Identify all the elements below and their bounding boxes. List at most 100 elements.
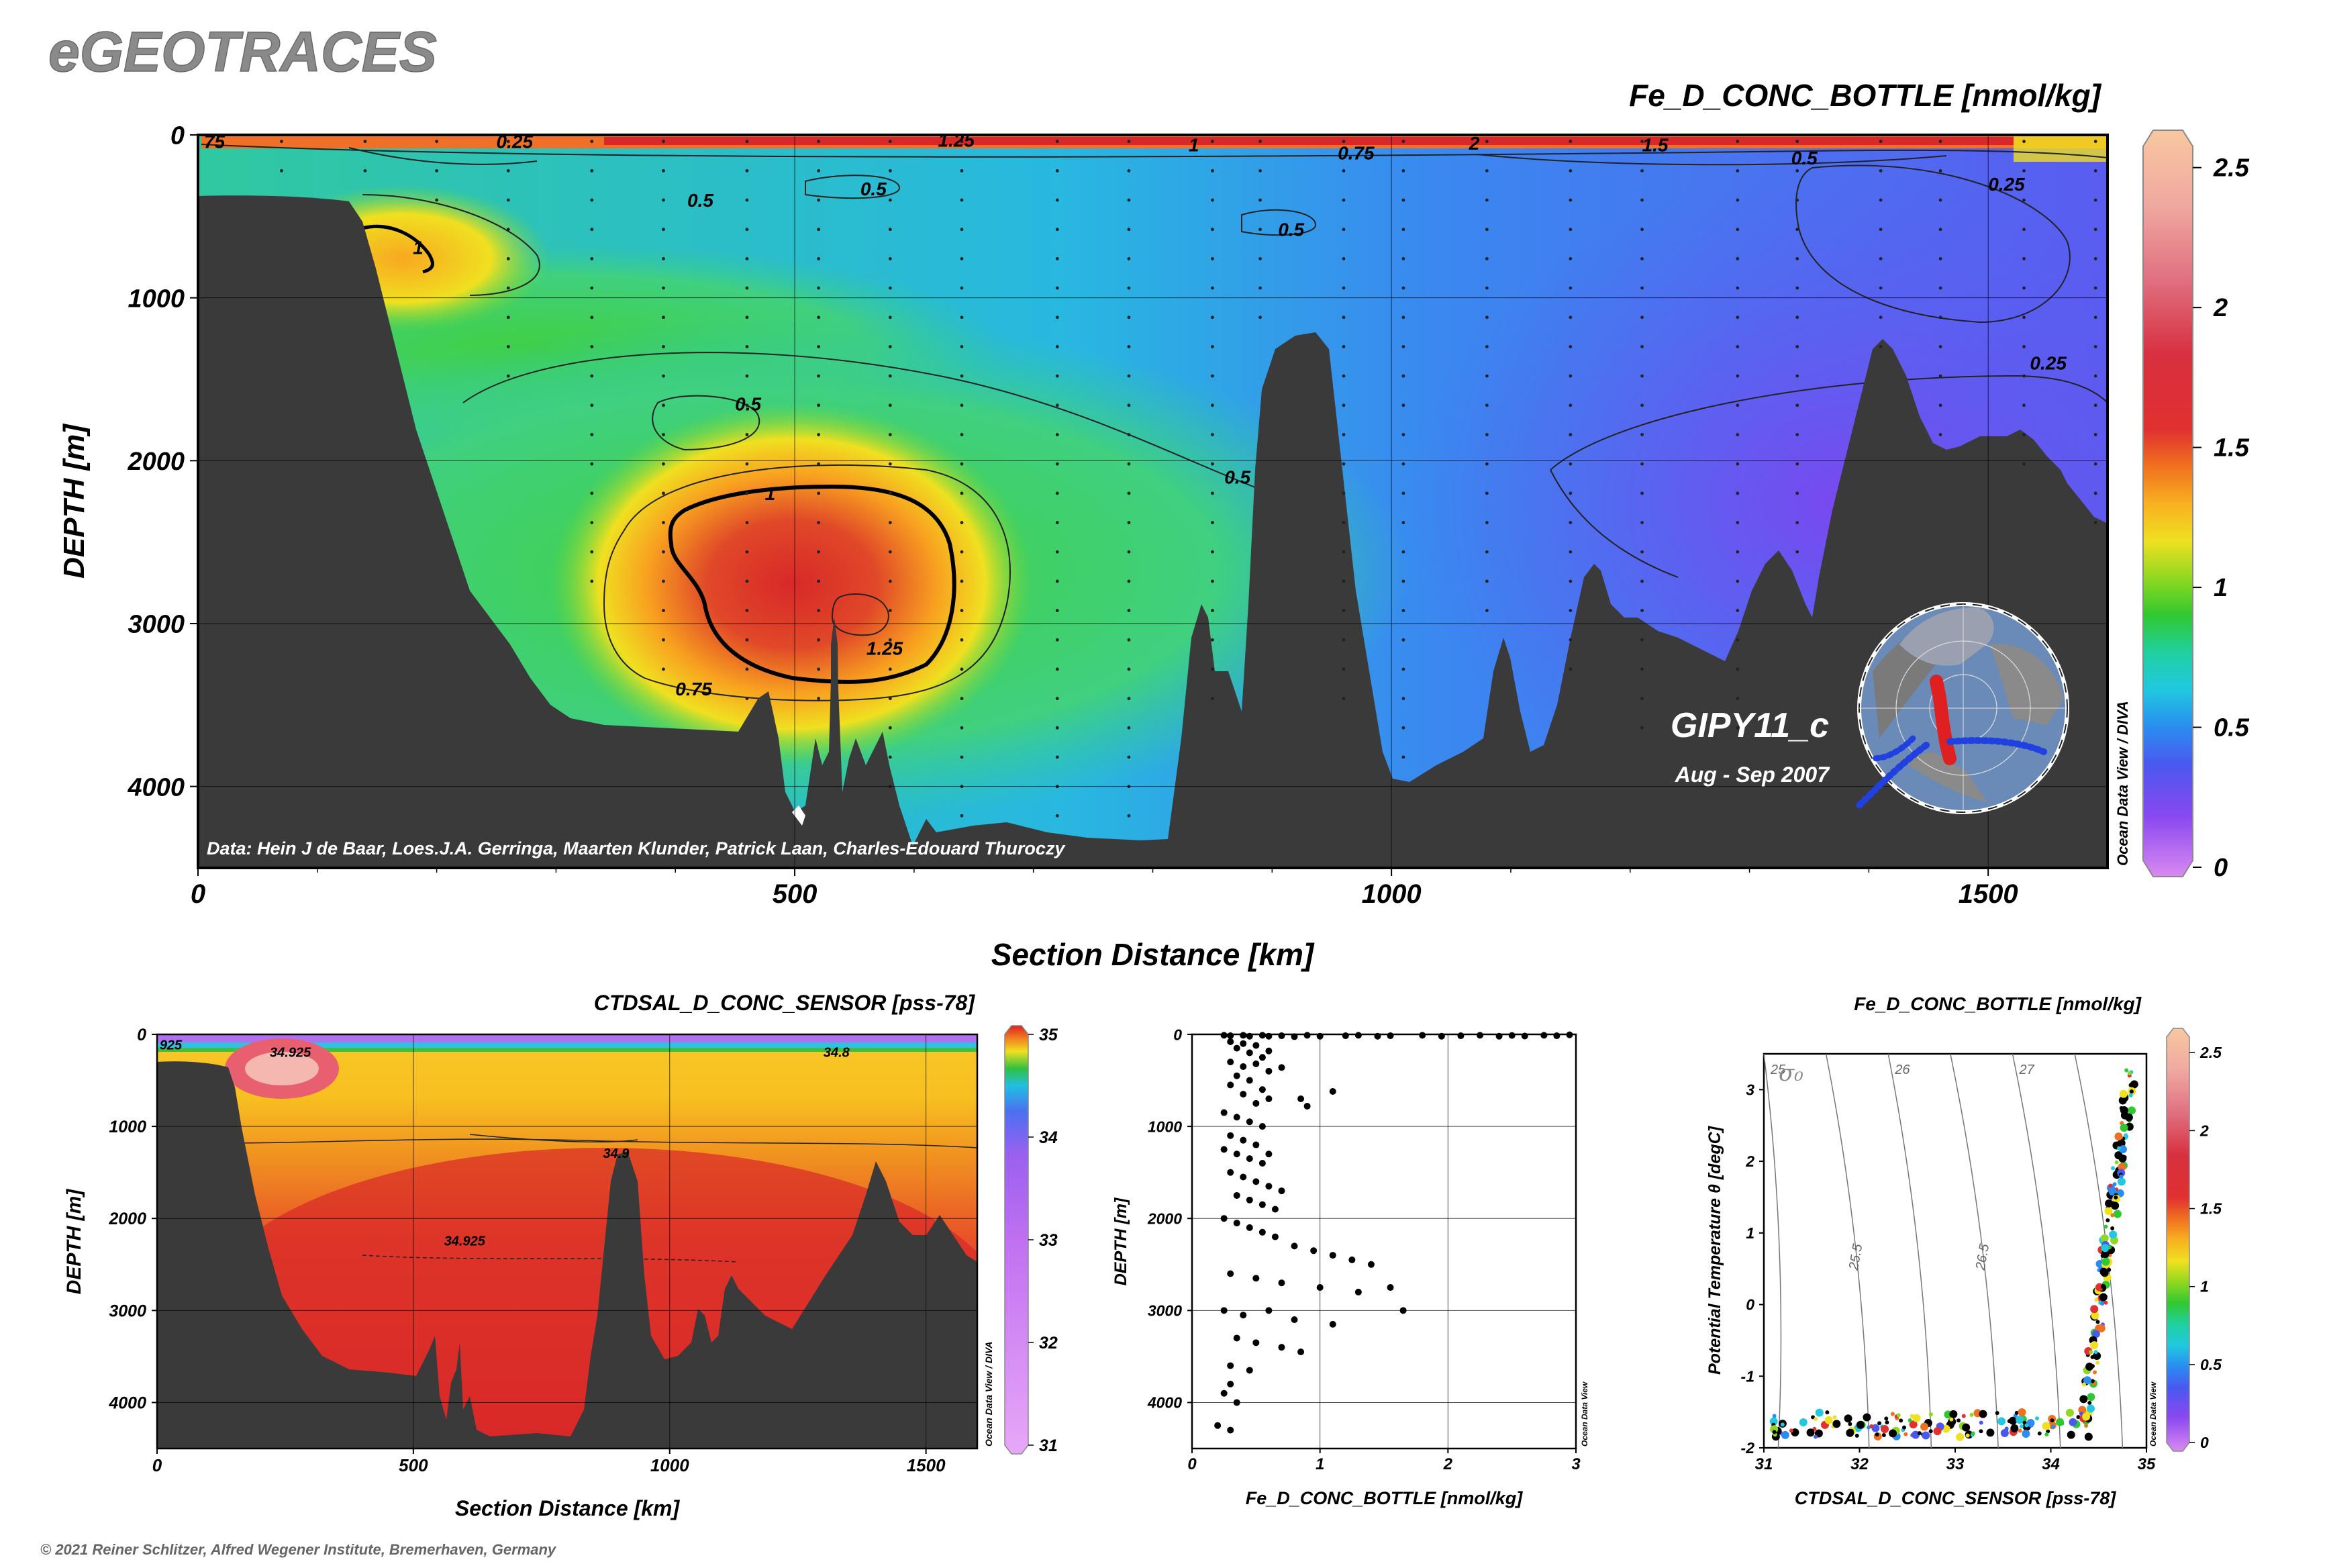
main-ylabel: DEPTH [m] [58,424,91,579]
profile-point [1258,1086,1266,1093]
ts-point [2056,1418,2065,1426]
ts-point [2035,1416,2040,1421]
sal-xtick-label: 1000 [650,1455,689,1475]
profile-point [1258,1123,1266,1130]
station-dot [1055,726,1059,730]
main-ytick-label: 1000 [128,285,185,313]
station-dot [1211,697,1214,701]
odv-watermark-salinity: Ocean Data View / DIVA [983,1342,994,1447]
station-dot [662,638,665,642]
station-dot [960,433,964,436]
contour-label: 2 [1469,133,1480,154]
profile-point [1252,1060,1260,1067]
station-dot [1342,638,1346,642]
ts-point [2042,1422,2050,1430]
contour-label: 75 [204,132,226,152]
prof-ytick-label: 0 [1173,1026,1182,1043]
white-notch [792,805,805,826]
station-dot [1055,228,1059,232]
station-dot [662,315,665,320]
station-dot [1211,315,1214,320]
station-dot [1401,315,1405,320]
ts-point [2024,1423,2029,1428]
station-dot [960,462,964,466]
contour-0.75-surface [201,144,2108,158]
station-dot [960,257,964,260]
contour-label: 0.75 [1338,143,1375,164]
profile-point [1566,1031,1573,1038]
station-dot [1569,638,1573,642]
station-dot [1569,198,1573,202]
ts-point [1908,1418,1912,1422]
ts-point [1856,1420,1865,1429]
station-dot [1640,257,1644,260]
station-dot [1736,198,1740,202]
ts-point [2124,1068,2129,1073]
profile-point [1329,1252,1336,1259]
ts-point [2129,1089,2134,1094]
station-dot [1569,315,1573,320]
profile-point [1316,1284,1324,1291]
station-dot [745,403,749,407]
station-dot [1736,667,1740,671]
station-dot [817,550,821,554]
contour-0.5-small [805,175,901,199]
station-dot [1342,579,1346,583]
contour-label: 0.5 [1791,148,1818,168]
ts-point [2122,1155,2127,1160]
station-dot [745,286,749,290]
station-dot [1211,433,1214,436]
station-dot [817,168,821,173]
station-dot [435,198,439,202]
station-dot [1342,374,1346,378]
station-dot [1938,345,1942,348]
station-dot [1938,286,1942,290]
station-dot [1342,257,1346,260]
station-dot [1401,609,1405,612]
station-dot [1879,345,1883,348]
station-dot [960,755,964,759]
station-dot [817,374,821,378]
station-dot [1795,550,1799,554]
ts-point [2114,1195,2118,1199]
station-dot [1342,697,1346,701]
contour-0.25-surface [348,147,538,165]
station-dot [1640,726,1644,730]
ts-point [1832,1415,1837,1420]
polar-inset-map [1856,602,2069,814]
profile-point [1367,1261,1375,1268]
ts-point [2120,1124,2128,1132]
station-dot [888,257,892,260]
station-dot [590,521,594,524]
station-dot [888,521,892,524]
ts-point [2083,1376,2091,1385]
station-dot [1211,286,1214,290]
ts-point [1979,1420,1983,1425]
ts-point [1902,1425,1907,1430]
station-dot [1640,198,1644,202]
main-xtick-label: 0 [191,879,205,909]
station-dot [960,550,964,554]
main-cb-label: 2.5 [2213,154,2250,183]
station-dot [1640,462,1644,466]
main-ytick-label: 3000 [128,611,185,639]
station-dot [1127,579,1131,583]
ts-point [1815,1408,1824,1417]
ts-diagram-chart: Fe_D_CONC_BOTTLE [nmol/kg] 2525.52626.52… [1705,993,2222,1508]
station-dot [1795,403,1799,407]
main-axis-ticks: 0 500 1000 1500 0 1000 2000 3000 4000 [127,122,2018,909]
sal-contour-label: 34.925 [444,1234,486,1249]
profile-point [1220,1307,1228,1314]
station-dot [2093,198,2097,202]
ts-point [1928,1429,1933,1434]
ts-point [1910,1433,1915,1438]
station-dot [1127,433,1131,436]
profile-point [1348,1256,1356,1263]
station-dot [1258,315,1262,320]
profile-point [1233,1334,1240,1342]
ts-point [1922,1431,1930,1440]
ts-point [2124,1113,2133,1122]
station-dot [1055,638,1059,642]
ts-point [2112,1182,2117,1187]
profile-point [1553,1032,1561,1040]
